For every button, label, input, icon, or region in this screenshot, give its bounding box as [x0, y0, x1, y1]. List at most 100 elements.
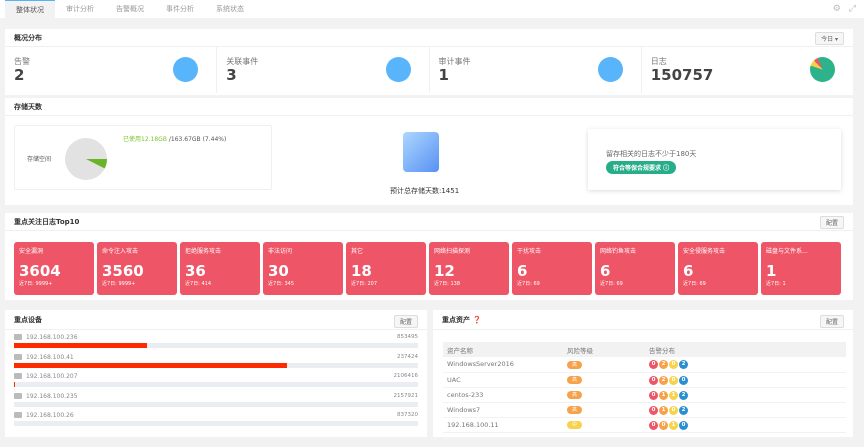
card-sub: 近7日: 69: [600, 281, 623, 287]
top10-card[interactable]: 网络扫描探测 12 近7日: 138: [429, 242, 509, 295]
card-sub: 近7日: 9999+: [102, 281, 136, 287]
device-row[interactable]: 192.168.100.236 853495: [14, 333, 418, 353]
top10-card[interactable]: 非法访问 30 近7日: 345: [263, 242, 343, 295]
top10-card[interactable]: 安全漏洞 3604 近7日: 9999+: [14, 242, 94, 295]
range-dropdown[interactable]: 今日 ▾: [815, 32, 844, 45]
device-bar: [14, 401, 418, 407]
alert-count-badge: 0: [669, 375, 678, 385]
card-name: 网络钓鱼攻击: [600, 248, 637, 255]
tab-0[interactable]: 整体状况: [5, 0, 55, 18]
card-sub: 近7日: 207: [351, 281, 377, 287]
device-bar-fill: [14, 362, 287, 368]
card-value: 1: [766, 262, 777, 280]
alert-count-badge: 2: [679, 405, 688, 415]
top10-card[interactable]: 拒绝服务攻击 36 近7日: 414: [180, 242, 260, 295]
card-sub: 近7日: 9999+: [19, 281, 53, 287]
device-icon: [14, 334, 22, 340]
tab-1[interactable]: 审计分析: [66, 5, 94, 13]
table-row[interactable]: centos-233 高 0 1 1 2: [443, 387, 846, 403]
asset-name: Windows7: [443, 402, 563, 418]
card-value: 12: [434, 262, 455, 280]
card-name: 安全漏洞: [19, 248, 44, 255]
card-sub: 近7日: 69: [517, 281, 540, 287]
table-row[interactable]: UAC 高 0 2 0 0: [443, 372, 846, 388]
help-icon[interactable]: ❓: [472, 316, 482, 324]
risk-cell: 高: [563, 387, 645, 403]
risk-cell: 高: [563, 402, 645, 418]
risk-badge: 高: [567, 376, 582, 384]
device-count: 2106416: [393, 373, 419, 379]
tab-4[interactable]: 系统状态: [216, 5, 244, 13]
card-name: 网络扫描探测: [434, 248, 471, 255]
used-text: 已使用12.18GB: [123, 136, 167, 143]
asset-name: UAC: [443, 372, 563, 388]
alert-count-badge: 0: [649, 360, 658, 370]
tip-text: 留存相关的日志不少于180天: [606, 150, 697, 158]
device-row[interactable]: 192.168.100.207 2106416: [14, 372, 418, 392]
card-sub: 近7日: 414: [185, 281, 211, 287]
panel-title: 概况分布: [5, 29, 853, 47]
device-bar: [14, 362, 418, 368]
top10-card[interactable]: 磁盘与文件系... 1 近7日: 1: [761, 242, 841, 295]
device-bar: [14, 421, 418, 426]
card-value: 30: [268, 262, 289, 280]
storage-space-label: 存储空间: [27, 156, 52, 163]
card-sub: 近7日: 345: [268, 281, 294, 287]
card-name: 安全侵服务攻击: [683, 248, 726, 255]
table-row[interactable]: Windows7 高 0 1 0 2: [443, 402, 846, 418]
devices-panel: 重点设备 配置 192.168.100.236 853495 192.168.100…: [5, 310, 427, 437]
device-row[interactable]: 192.168.100.41 237424: [14, 353, 418, 373]
alert-count-badge: 0: [649, 390, 658, 400]
alert-count-badge: 2: [679, 360, 688, 370]
device-bar: [14, 343, 418, 348]
alert-count-badge: 0: [679, 420, 688, 430]
alert-count-badge: 0: [659, 420, 668, 430]
stat-circle-icon: [597, 57, 623, 82]
config-button[interactable]: 配置: [819, 315, 844, 328]
card-value: 36: [185, 262, 206, 280]
table-row[interactable]: WindowsServer2016 高 0 2 0 2: [443, 357, 846, 373]
tab-3[interactable]: 事件分析: [166, 5, 194, 13]
alert-count-badge: 0: [649, 375, 658, 385]
device-ip: 192.168.100.207: [26, 373, 78, 380]
gear-icon[interactable]: ⚙: [832, 4, 841, 14]
config-button[interactable]: 配置: [819, 216, 844, 229]
risk-badge: 高: [567, 406, 582, 414]
device-row[interactable]: 192.168.100.235 2157921: [14, 392, 418, 412]
stat-label: 告警: [14, 57, 30, 66]
column-header: 风险等级: [563, 342, 645, 357]
card-name: 非法访问: [268, 248, 293, 255]
card-name: 其它: [351, 248, 364, 255]
compliance-badge[interactable]: 符合等保合规要求 ⓘ: [606, 161, 677, 174]
card-value: 3560: [102, 262, 144, 280]
storage-illustration: [403, 132, 439, 172]
alert-count-badge: 1: [669, 420, 678, 430]
device-ip: 192.168.100.236: [26, 334, 78, 341]
alert-count-badge: 0: [669, 405, 678, 415]
table-row[interactable]: 192.168.100.11 中 0 0 1 0: [443, 417, 846, 433]
config-button[interactable]: 配置: [393, 315, 418, 328]
top10-card[interactable]: 干扰攻击 6 近7日: 69: [512, 242, 592, 295]
device-row[interactable]: 192.168.100.26 837320: [14, 411, 418, 431]
panel-title: 重点资产: [442, 316, 470, 324]
top10-card[interactable]: 其它 18 近7日: 207: [346, 242, 426, 295]
top10-card[interactable]: 安全侵服务攻击 6 近7日: 69: [678, 242, 758, 295]
card-sub: 近7日: 138: [434, 281, 460, 287]
estimate-days: 预计总存储天数:1451: [390, 187, 460, 195]
stat-circle-icon: [173, 57, 199, 82]
asset-name: centos-233: [443, 387, 563, 403]
stat-card: 告警 2: [5, 47, 218, 93]
risk-badge: 高: [567, 360, 582, 369]
tab-2[interactable]: 告警概况: [116, 5, 144, 13]
top10-card[interactable]: 网络钓鱼攻击 6 近7日: 69: [595, 242, 675, 295]
alert-count-badge: 0: [649, 405, 658, 415]
top10-card[interactable]: 命令注入攻击 3560 近7日: 9999+: [97, 242, 177, 295]
device-bar-fill: [14, 343, 148, 348]
card-name: 干扰攻击: [517, 248, 542, 255]
alert-count-badge: 2: [679, 390, 688, 400]
overview-panel: 概况分布 今日 ▾ 告警 2 关联事件 3 审计事件 1 日志 150757: [5, 29, 853, 95]
expand-icon[interactable]: ⤢: [848, 4, 856, 14]
